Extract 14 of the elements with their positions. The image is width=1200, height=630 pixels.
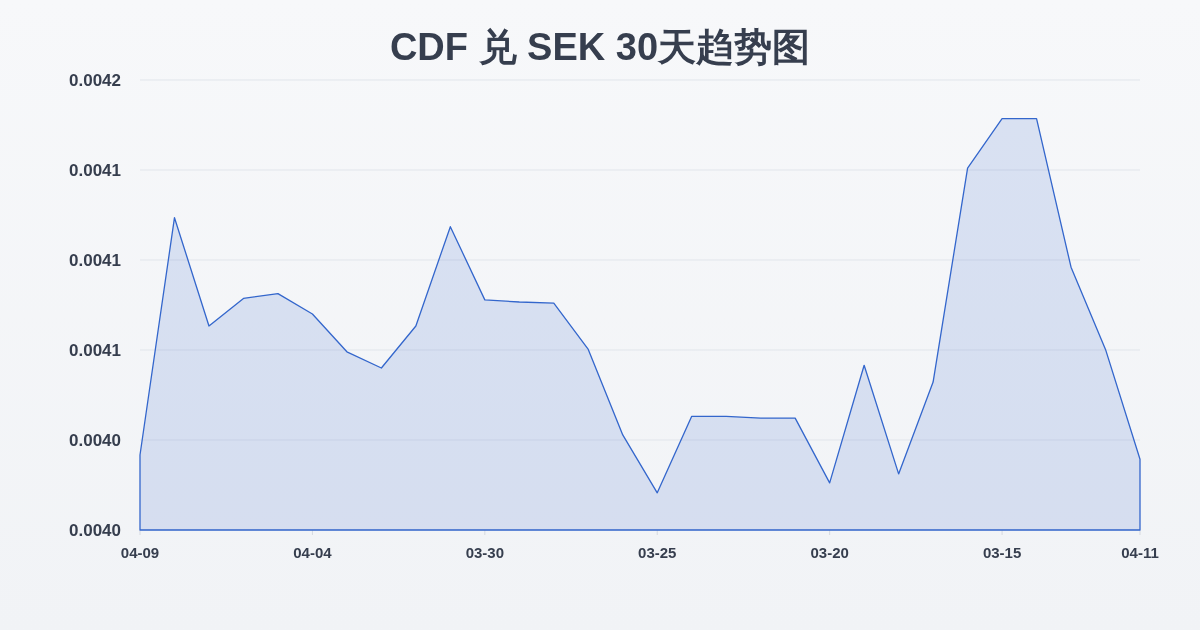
x-tick-label: 03-30: [465, 544, 505, 561]
x-tick-label: 03-25: [638, 544, 677, 561]
y-tick-label: 0.0040: [69, 431, 121, 450]
x-tick-label: 04-11: [1121, 544, 1159, 561]
x-tick-label: 03-15: [982, 544, 1022, 561]
y-tick-label: 0.0041: [69, 251, 121, 270]
x-tick-label: 04-09: [120, 544, 160, 561]
x-tick-label: 04-04: [293, 544, 333, 561]
y-tick-label: 0.0041: [69, 161, 121, 180]
y-tick-label: 0.0041: [69, 341, 121, 360]
x-tick-label: 03-20: [810, 544, 849, 561]
y-tick-label: 0.0040: [69, 521, 121, 540]
chart-title: CDF 兑 SEK 30天趋势图: [389, 26, 811, 68]
y-tick-label: 0.0042: [69, 71, 121, 90]
